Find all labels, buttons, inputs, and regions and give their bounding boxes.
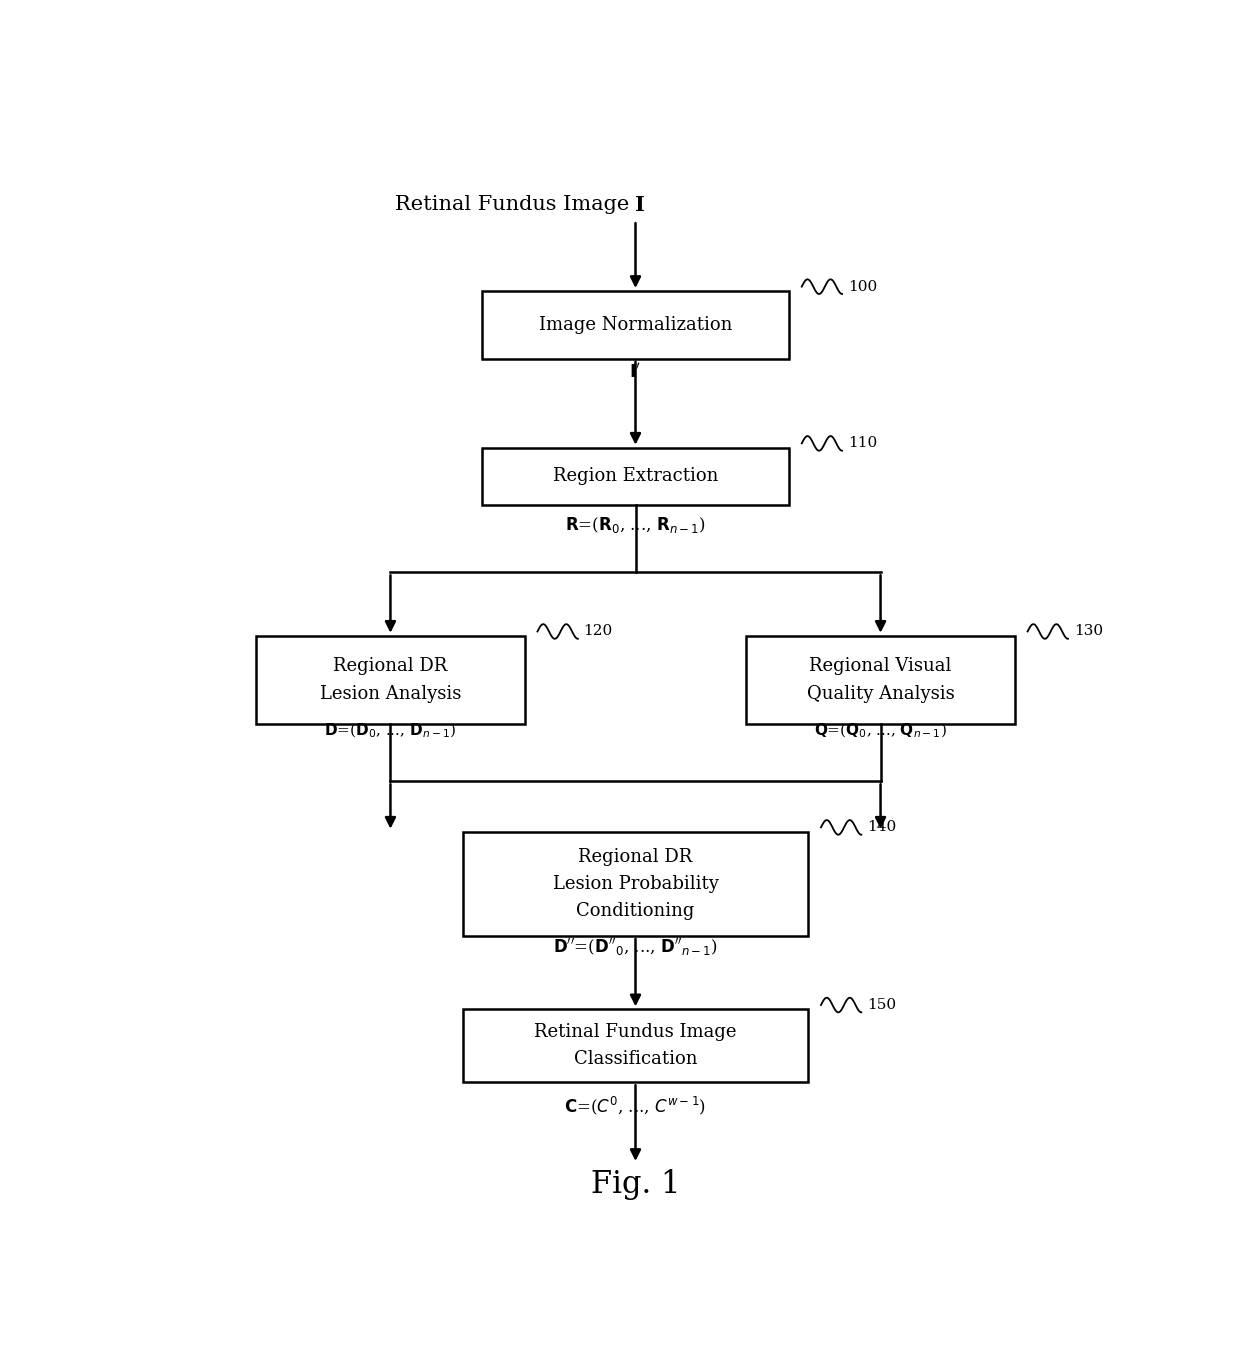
- Text: Regional Visual: Regional Visual: [810, 658, 952, 676]
- Text: Regional DR: Regional DR: [334, 658, 448, 676]
- FancyBboxPatch shape: [463, 832, 808, 936]
- Text: Fig. 1: Fig. 1: [590, 1170, 681, 1200]
- FancyBboxPatch shape: [481, 448, 789, 505]
- Text: $\mathbf{Q}$=($\mathbf{Q}_0$, ..., $\mathbf{Q}_{n-1}$): $\mathbf{Q}$=($\mathbf{Q}_0$, ..., $\mat…: [815, 722, 947, 741]
- Text: Image Normalization: Image Normalization: [539, 316, 732, 334]
- Text: 110: 110: [848, 437, 877, 451]
- FancyBboxPatch shape: [255, 635, 525, 725]
- Text: I: I: [635, 194, 645, 214]
- FancyBboxPatch shape: [481, 290, 789, 358]
- Text: $\mathbf{I'}$: $\mathbf{I'}$: [630, 362, 641, 381]
- Text: 100: 100: [848, 280, 877, 293]
- FancyBboxPatch shape: [746, 635, 1016, 725]
- Text: Quality Analysis: Quality Analysis: [807, 685, 955, 703]
- Text: 150: 150: [867, 997, 897, 1012]
- Text: $\mathbf{D''}$=($\mathbf{D''}_0$, ..., $\mathbf{D''}_{n-1}$): $\mathbf{D''}$=($\mathbf{D''}_0$, ..., $…: [553, 935, 718, 958]
- Text: 130: 130: [1074, 624, 1102, 639]
- Text: $\mathbf{C}$=($C^0$, ..., $C^{w-1}$): $\mathbf{C}$=($C^0$, ..., $C^{w-1}$): [564, 1094, 707, 1117]
- Text: $\mathbf{D}$=($\mathbf{D}_0$, ..., $\mathbf{D}_{n-1}$): $\mathbf{D}$=($\mathbf{D}_0$, ..., $\mat…: [325, 722, 456, 741]
- FancyBboxPatch shape: [463, 1010, 808, 1083]
- Text: 120: 120: [584, 624, 613, 639]
- Text: Lesion Probability: Lesion Probability: [553, 875, 718, 893]
- Text: Conditioning: Conditioning: [577, 902, 694, 920]
- Text: Lesion Analysis: Lesion Analysis: [320, 685, 461, 703]
- Text: Region Extraction: Region Extraction: [553, 467, 718, 486]
- Text: $\mathbf{R}$=($\mathbf{R}_0$, ..., $\mathbf{R}_{n-1}$): $\mathbf{R}$=($\mathbf{R}_0$, ..., $\mat…: [565, 516, 706, 536]
- Text: 140: 140: [867, 821, 897, 835]
- Text: Classification: Classification: [574, 1050, 697, 1068]
- Text: Retinal Fundus Image: Retinal Fundus Image: [534, 1023, 737, 1041]
- Text: Retinal Fundus Image: Retinal Fundus Image: [394, 195, 635, 214]
- Text: Regional DR: Regional DR: [578, 848, 693, 866]
